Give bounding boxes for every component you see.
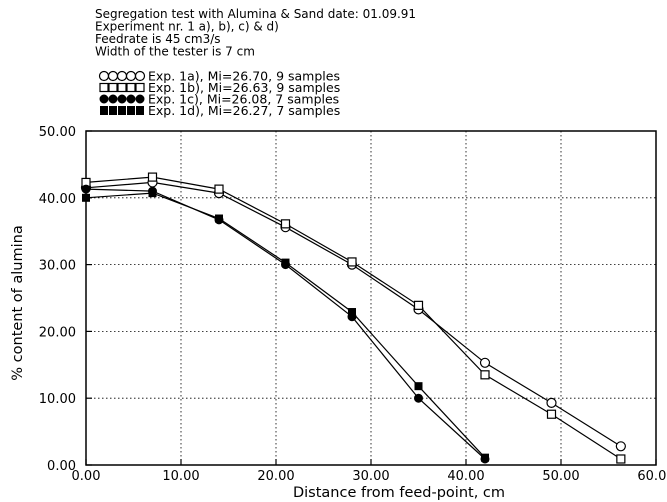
x-tick-label-4: 40.00 — [447, 469, 484, 484]
legend-item-3: Exp. 1c), Mi=26.08, 7 samples — [99, 92, 339, 107]
series-2-point-2 — [147, 172, 158, 182]
axis-ticks: 0.00 10.00 20.00 30.00 40.00 50.00 60.00 0.00 10… — [39, 125, 667, 484]
y-tick-label-2: 20.00 — [39, 325, 76, 340]
legend-item-1: Exp. 1a), Mi=26.70, 9 samples — [98, 69, 340, 84]
x-tick-label-6: 60.00 — [637, 469, 667, 484]
series-2-point-3 — [214, 184, 224, 194]
legend-marker-4-2 — [109, 106, 117, 115]
grid — [86, 131, 656, 465]
series-1-point-7 — [479, 357, 491, 368]
series-2-point-4 — [280, 219, 291, 229]
series-4-point-2 — [148, 189, 157, 198]
chart-title: Segregation test with Alumina & Sand dat… — [95, 7, 416, 59]
series — [80, 172, 626, 464]
series-4-point-4 — [281, 258, 290, 267]
legend-marker-3-3 — [117, 94, 127, 104]
title-line-3: Feedrate is 45 cm3/s — [95, 32, 221, 46]
legend-label-1: Exp. 1a), Mi=26.70, 9 samples — [148, 69, 340, 84]
series-1-point-9 — [615, 441, 626, 452]
title-line-4: Width of the tester is 7 cm — [95, 45, 255, 59]
legend-label-2: Exp. 1b), Mi=26.63, 9 samples — [148, 80, 340, 95]
series-4-point-3 — [215, 214, 223, 223]
series-2 — [81, 172, 626, 464]
legend-marker-3-5 — [135, 94, 145, 104]
series-2-point-8 — [546, 409, 557, 419]
legend-marker-4-4 — [127, 106, 135, 115]
series-2-point-6 — [413, 300, 424, 310]
legend-marker-2-4 — [126, 82, 136, 93]
series-4-point-5 — [348, 308, 356, 317]
series-4-line — [85, 192, 486, 459]
title-line-2: Experiment nr. 1 a), b), c) & d) — [95, 20, 279, 34]
legend-marker-4-3 — [118, 106, 126, 115]
x-tick-label-2: 20.00 — [257, 469, 294, 484]
legend-marker-2-5 — [135, 82, 145, 93]
y-tick-label-1: 10.00 — [39, 392, 76, 407]
legend-marker-1-4 — [125, 70, 137, 82]
legend-marker-1-1 — [98, 70, 110, 82]
legend-item-2: Exp. 1b), Mi=26.63, 9 samples — [99, 80, 340, 95]
y-tick-label-4: 40.00 — [39, 192, 76, 207]
y-tick-label-3: 30.00 — [39, 259, 76, 274]
x-axis-label: Distance from feed-point, cm — [293, 485, 505, 501]
legend-marker-4-5 — [136, 106, 144, 115]
series-4 — [82, 189, 489, 462]
series-4-point-6 — [414, 382, 423, 391]
legend-marker-3-1 — [99, 94, 109, 104]
legend-marker-4-1 — [100, 106, 108, 115]
series-4-point-7 — [481, 453, 489, 462]
series-2-point-5 — [347, 257, 357, 267]
y-tick-label-0: 0.00 — [47, 459, 76, 474]
y-axis-label: % content of alumina — [10, 225, 26, 380]
x-tick-label-3: 30.00 — [352, 469, 389, 484]
series-1-point-8 — [546, 397, 557, 408]
x-tick-label-0: 0.00 — [72, 469, 101, 484]
legend-marker-1-2 — [107, 70, 119, 82]
series-3-point-1 — [81, 184, 91, 194]
legend-marker-3-4 — [126, 94, 136, 104]
legend-marker-1-5 — [134, 70, 146, 82]
x-tick-label-1: 10.00 — [162, 469, 199, 484]
series-2-point-7 — [480, 370, 490, 380]
legend-marker-3-2 — [108, 94, 118, 104]
legend-marker-1-3 — [116, 70, 128, 82]
legend-marker-2-1 — [99, 82, 109, 93]
legend-item-4: Exp. 1d), Mi=26.27, 7 samples — [100, 103, 340, 118]
series-4-point-1 — [82, 193, 90, 202]
series-3-point-6 — [414, 393, 423, 403]
legend-label-3: Exp. 1c), Mi=26.08, 7 samples — [148, 92, 339, 107]
x-tick-label-5: 50.00 — [542, 469, 579, 484]
legend-marker-2-2 — [108, 82, 118, 93]
title-line-1: Segregation test with Alumina & Sand dat… — [95, 7, 416, 21]
series-2-point-9 — [616, 454, 626, 464]
legend-marker-2-3 — [117, 82, 127, 93]
y-tick-label-5: 50.00 — [39, 125, 76, 140]
legend-label-4: Exp. 1d), Mi=26.27, 7 samples — [148, 103, 340, 118]
